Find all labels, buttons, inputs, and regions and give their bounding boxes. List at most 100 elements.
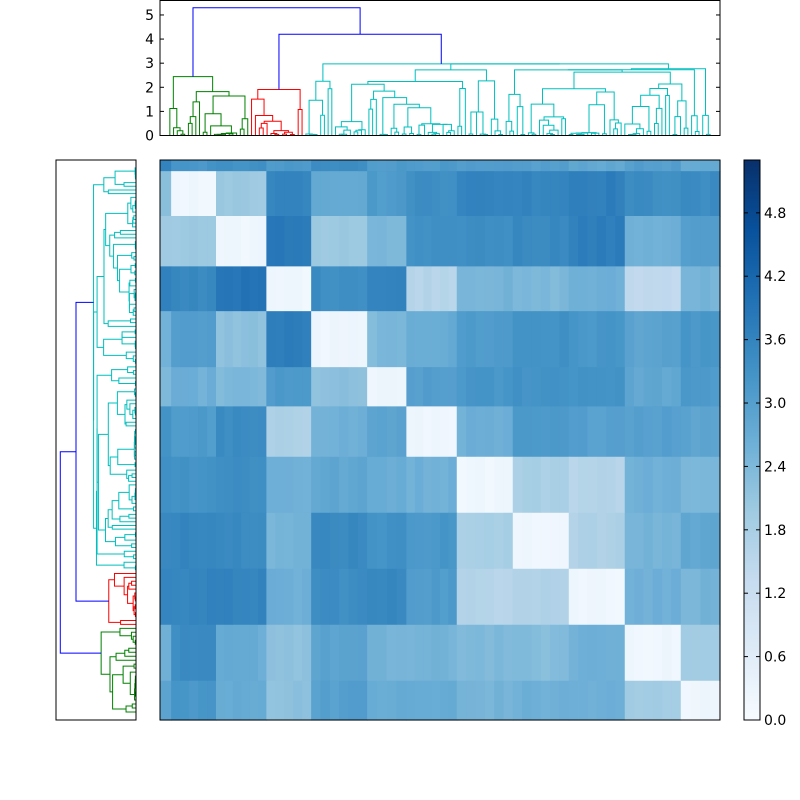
heatmap-texture — [160, 266, 172, 312]
heatmap-texture — [578, 367, 588, 407]
top-dendrogram-link — [683, 127, 689, 136]
heatmap-texture — [266, 367, 276, 407]
heatmap-texture — [311, 311, 321, 368]
heatmap-texture — [160, 456, 172, 513]
heatmap-texture — [690, 216, 701, 267]
top-dendrogram-link — [263, 120, 282, 131]
heatmap-texture — [568, 512, 579, 569]
heatmap-texture — [224, 680, 233, 720]
heatmap-cell — [456, 680, 514, 721]
heatmap-cell — [367, 456, 407, 514]
heatmap-cell — [624, 160, 682, 172]
heatmap-texture — [207, 406, 216, 457]
left-dendrogram-link — [134, 492, 136, 501]
heatmap-cell — [171, 216, 217, 267]
heatmap-cell — [311, 171, 368, 217]
heatmap-texture — [396, 160, 407, 172]
heatmap-texture — [578, 266, 588, 312]
top-dendrogram-link — [654, 123, 659, 136]
heatmap-texture — [266, 171, 276, 216]
heatmap-texture — [293, 266, 303, 312]
heatmap-texture — [503, 160, 513, 172]
heatmap-texture — [512, 311, 523, 368]
left-dendrogram-link — [96, 276, 104, 348]
heatmap-texture — [475, 160, 485, 172]
heatmap-cell — [568, 512, 626, 570]
heatmap-texture — [293, 171, 303, 216]
heatmap-texture — [624, 456, 635, 513]
heatmap-cell — [456, 266, 514, 312]
heatmap-texture — [284, 266, 294, 312]
left-dendrogram-link — [112, 674, 127, 710]
heatmap-texture — [559, 160, 569, 172]
heatmap-texture — [643, 266, 653, 312]
top-dendrogram-ytick-label: 3 — [145, 56, 154, 72]
heatmap-texture — [275, 456, 285, 513]
heatmap-texture — [171, 624, 181, 681]
heatmap-texture — [224, 624, 233, 681]
heatmap-texture — [494, 367, 504, 407]
heatmap-cell — [568, 568, 626, 626]
heatmap-texture — [671, 216, 681, 267]
heatmap-cell — [456, 624, 514, 682]
heatmap-texture — [466, 512, 476, 569]
heatmap-cell — [171, 266, 217, 312]
top-dendrogram-link — [613, 128, 618, 136]
heatmap-texture — [232, 512, 242, 569]
heatmap-texture — [232, 160, 242, 172]
heatmap-texture — [578, 160, 588, 172]
left-dendrogram-link — [133, 388, 136, 396]
heatmap-cell — [367, 160, 407, 172]
heatmap-texture — [512, 266, 523, 312]
heatmap-texture — [414, 171, 424, 216]
heatmap-texture — [596, 160, 607, 172]
heatmap-texture — [456, 311, 467, 368]
top-dendrogram-link — [312, 133, 318, 136]
heatmap-texture — [634, 512, 644, 569]
heatmap-cell — [406, 171, 458, 217]
left-dendrogram-link — [100, 631, 120, 675]
heatmap-texture — [241, 160, 250, 172]
heatmap-cell — [406, 266, 458, 312]
heatmap-cell — [160, 512, 172, 570]
top-dendrogram-link — [297, 108, 303, 136]
heatmap-texture — [171, 266, 181, 312]
heatmap-cell — [266, 367, 312, 407]
top-dendrogram-link — [691, 115, 698, 136]
heatmap-texture — [596, 512, 607, 569]
heatmap-texture — [448, 624, 457, 681]
heatmap-texture — [710, 512, 720, 569]
heatmap-texture — [624, 512, 635, 569]
heatmap-texture — [634, 367, 644, 407]
heatmap-texture — [512, 456, 523, 513]
heatmap-texture — [568, 216, 579, 267]
heatmap-texture — [710, 568, 720, 625]
heatmap-texture — [484, 624, 495, 681]
heatmap-texture — [339, 266, 349, 312]
top-dendrogram-link — [368, 108, 374, 136]
heatmap-texture — [275, 171, 285, 216]
heatmap-cell — [160, 160, 172, 172]
heatmap-texture — [431, 171, 440, 216]
heatmap-texture — [171, 568, 181, 625]
heatmap-texture — [680, 456, 691, 513]
heatmap-texture — [266, 311, 276, 368]
heatmap-texture — [249, 266, 258, 312]
top-dendrogram-link — [367, 80, 464, 89]
heatmap-texture — [494, 266, 504, 312]
heatmap-cell — [266, 266, 312, 312]
heatmap-texture — [431, 624, 440, 681]
heatmap-cell — [171, 456, 217, 514]
top-dendrogram-link — [176, 130, 184, 136]
heatmap-texture — [216, 406, 225, 457]
heatmap-texture — [284, 680, 294, 720]
heatmap-texture — [320, 216, 330, 267]
heatmap-texture — [258, 406, 267, 457]
heatmap-texture — [550, 456, 560, 513]
heatmap-texture — [587, 512, 597, 569]
heatmap-texture — [559, 680, 569, 720]
top-dendrogram-link — [592, 132, 600, 136]
heatmap-texture — [180, 160, 190, 172]
heatmap-texture — [414, 512, 424, 569]
heatmap-texture — [662, 456, 672, 513]
